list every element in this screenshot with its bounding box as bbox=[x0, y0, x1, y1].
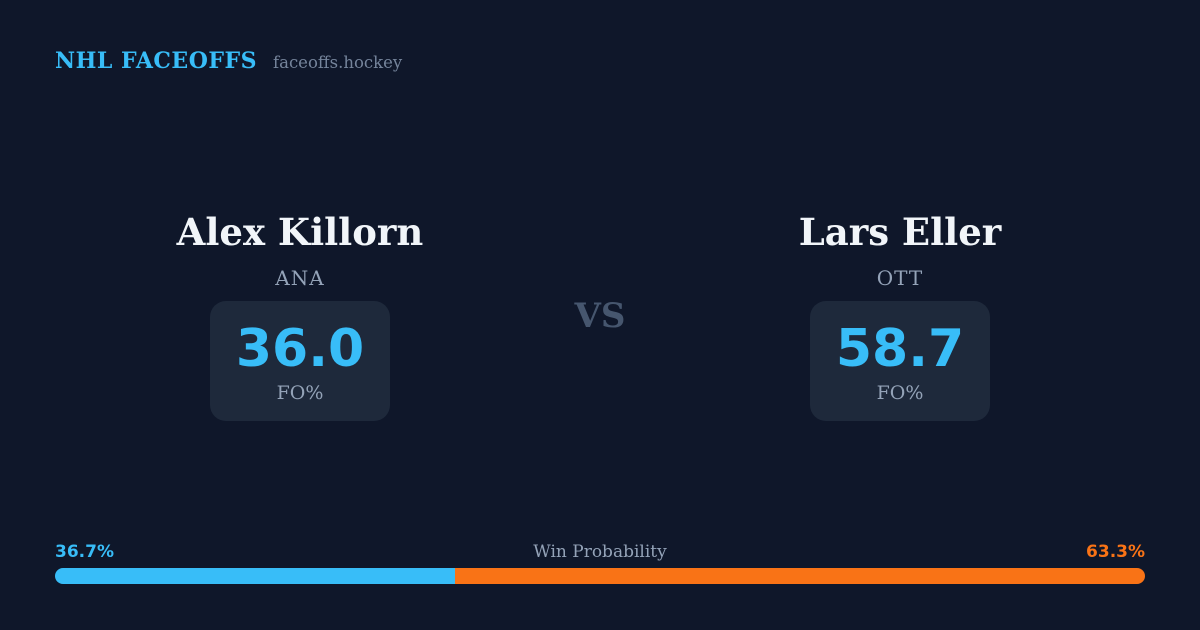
winprob-left-percent: 36.7% bbox=[55, 542, 114, 562]
stat-label-right: FO% bbox=[876, 382, 924, 404]
stat-box-right: 58.7 FO% bbox=[810, 301, 990, 421]
winprob-title: Win Probability bbox=[533, 542, 667, 562]
player-team-left: ANA bbox=[275, 266, 325, 290]
stat-value-right: 58.7 bbox=[835, 319, 965, 379]
player-name-right: Lars Eller bbox=[798, 210, 1002, 254]
stat-value-left: 36.0 bbox=[235, 319, 365, 379]
brand-title: NHL FACEOFFS bbox=[55, 48, 257, 74]
winprob-bar bbox=[55, 568, 1145, 584]
player-name-left: Alex Killorn bbox=[176, 210, 424, 254]
site-domain: faceoffs.hockey bbox=[273, 53, 403, 72]
stat-box-left: 36.0 FO% bbox=[210, 301, 390, 421]
matchup-section: Alex Killorn ANA 36.0 FO% Lars Eller OTT… bbox=[0, 204, 1200, 421]
vs-label: VS bbox=[574, 296, 626, 336]
player-team-right: OTT bbox=[876, 266, 924, 290]
player-card-right: Lars Eller OTT 58.7 FO% bbox=[600, 204, 1200, 421]
stat-label-left: FO% bbox=[276, 382, 324, 404]
winprob-right-percent: 63.3% bbox=[1086, 542, 1146, 562]
winprob-fill-right bbox=[455, 568, 1145, 584]
winprob-section: 36.7% Win Probability 63.3% bbox=[55, 538, 1145, 584]
header: NHL FACEOFFS faceoffs.hockey bbox=[55, 48, 402, 74]
winprob-fill-left bbox=[55, 568, 456, 584]
player-card-left: Alex Killorn ANA 36.0 FO% bbox=[0, 204, 600, 421]
winprob-labels: 36.7% Win Probability 63.3% bbox=[55, 538, 1145, 566]
